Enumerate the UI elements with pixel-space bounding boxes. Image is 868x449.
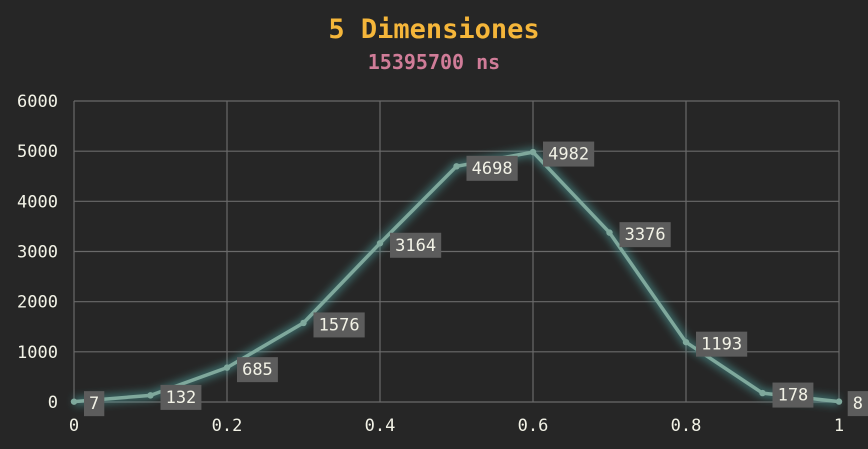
y-tick-label: 4000 [17, 192, 58, 212]
data-point [759, 389, 766, 397]
chart-title: 5 Dimensiones [328, 14, 540, 45]
x-tick-label: 0.6 [518, 416, 549, 436]
data-label: 132 [166, 388, 197, 408]
data-label: 1576 [319, 315, 360, 335]
data-label: 4698 [472, 159, 513, 179]
x-tick-label: 0.8 [671, 416, 702, 436]
data-point [300, 319, 307, 327]
data-point [529, 148, 537, 156]
data-point [835, 398, 843, 405]
data-label: 3164 [395, 236, 436, 256]
data-label: 178 [778, 386, 809, 406]
data-point [376, 240, 384, 247]
series-line-glow [73, 147, 840, 407]
data-point [453, 163, 460, 170]
data-point [70, 398, 78, 405]
data-label-box [390, 232, 442, 258]
y-tick-label: 1000 [17, 343, 58, 363]
grid [73, 100, 840, 403]
data-label-box [772, 382, 814, 408]
chart-subtitle: 15395700 ns [367, 50, 501, 74]
y-tick-label: 5000 [17, 142, 58, 162]
data-label: 7 [89, 394, 99, 414]
axes: 0 1000 2000 3000 4000 5000 6000 0 0.2 0.4 0.6 0.8 1 [17, 92, 844, 436]
data-label: 1193 [701, 335, 742, 355]
data-label-box [237, 357, 278, 383]
data-label-box [543, 141, 595, 167]
data-label: 8 [853, 394, 863, 414]
x-tick-label: 1 [834, 416, 844, 436]
data-label-box [619, 222, 671, 248]
data-label: 3376 [625, 225, 666, 245]
data-label-box [696, 331, 748, 357]
data-label-box [160, 384, 202, 410]
data-label-box [847, 391, 868, 417]
x-tick-label: 0.4 [365, 416, 396, 436]
y-tick-label: 3000 [17, 243, 58, 263]
series [70, 147, 843, 407]
x-tick-label: 0.2 [212, 416, 243, 436]
data-labels: 7 132 685 1576 3164 4698 4982 3376 1193 178 8 [84, 141, 868, 417]
data-label-box [313, 312, 365, 338]
y-tick-label: 6000 [17, 92, 58, 112]
y-tick-label: 0 [48, 393, 58, 413]
data-point [223, 364, 231, 371]
data-point [682, 338, 690, 346]
data-point [147, 392, 154, 399]
data-label-box [84, 391, 105, 417]
x-tick-label: 0 [69, 416, 79, 436]
data-label: 685 [242, 360, 273, 380]
data-label-box [466, 155, 518, 181]
y-tick-label: 2000 [17, 293, 58, 313]
data-label: 4982 [548, 145, 589, 165]
data-point [606, 229, 613, 236]
